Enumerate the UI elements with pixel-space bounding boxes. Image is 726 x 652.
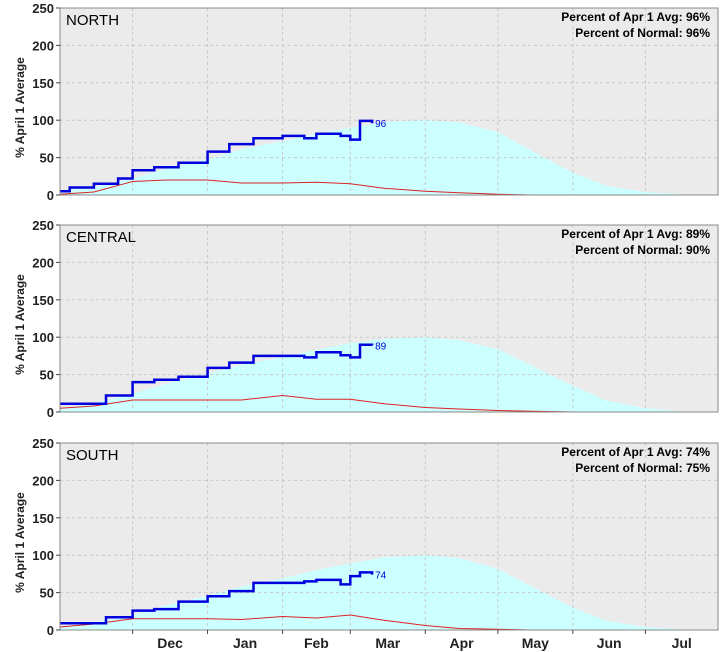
normal-area bbox=[60, 120, 718, 195]
x-tick-label: May bbox=[522, 635, 549, 651]
x-tick-label: Feb bbox=[304, 635, 329, 651]
stat-text: Percent of Normal: 96% bbox=[575, 26, 710, 40]
panel-south: 74 0 50 100 150 200 250 % April 1 Average SOUTH P… bbox=[13, 436, 719, 638]
y-tick-label: 250 bbox=[32, 1, 54, 16]
y-tick-label: 100 bbox=[32, 548, 54, 563]
stat-text: Percent of Apr 1 Avg: 74% bbox=[561, 445, 710, 459]
normal-area bbox=[60, 337, 718, 412]
y-tick-label: 0 bbox=[47, 623, 54, 638]
current-line bbox=[60, 119, 374, 193]
current-end-label: 74 bbox=[375, 571, 387, 582]
y-tick-label: 50 bbox=[40, 368, 54, 383]
x-tick-label: Dec bbox=[157, 635, 183, 651]
y-tick-label: 200 bbox=[32, 255, 54, 270]
y-tick-label: 200 bbox=[32, 38, 54, 53]
plot-frame bbox=[59, 224, 719, 413]
y-tick-label: 150 bbox=[32, 293, 54, 308]
panel-north: 96 0 50 100 150 200 250 % April 1 Average NORTH P… bbox=[13, 1, 719, 203]
low-line bbox=[59, 394, 718, 413]
stat-text: Percent of Apr 1 Avg: 89% bbox=[561, 227, 710, 241]
grid-lines bbox=[60, 443, 718, 630]
stat-text: Percent of Normal: 90% bbox=[575, 243, 710, 257]
grid-lines bbox=[60, 225, 718, 412]
y-tick-label: 150 bbox=[32, 76, 54, 91]
normal-area bbox=[60, 555, 718, 630]
y-tick-label: 100 bbox=[32, 330, 54, 345]
y-axis-label: % April 1 Average bbox=[13, 274, 27, 375]
y-tick-label: 100 bbox=[32, 113, 54, 128]
region-title: NORTH bbox=[66, 12, 119, 29]
current-end-label: 96 bbox=[375, 119, 387, 130]
y-tick-label: 0 bbox=[47, 405, 54, 420]
plot-frame bbox=[59, 7, 719, 196]
y-tick-label: 250 bbox=[32, 436, 54, 451]
y-tick-label: 50 bbox=[40, 151, 54, 166]
plot-frame bbox=[59, 442, 719, 631]
y-tick-label: 200 bbox=[32, 473, 54, 488]
x-tick-label: Apr bbox=[450, 635, 475, 651]
y-tick-label: 150 bbox=[32, 511, 54, 526]
x-tick-label: Mar bbox=[375, 635, 400, 651]
panel-central: 89 0 50 100 150 200 250 % April 1 Average CENTRA… bbox=[13, 218, 719, 420]
grid-lines bbox=[60, 8, 718, 195]
region-title: CENTRAL bbox=[66, 229, 136, 246]
region-title: SOUTH bbox=[66, 447, 119, 464]
y-tick-label: 250 bbox=[32, 218, 54, 233]
current-line bbox=[60, 571, 374, 625]
current-end-label: 89 bbox=[375, 341, 387, 352]
x-tick-label: Jul bbox=[672, 635, 692, 651]
y-tick-label: 0 bbox=[47, 188, 54, 203]
current-line bbox=[60, 343, 374, 406]
x-tick-label: Jan bbox=[233, 635, 257, 651]
y-axis-label: % April 1 Average bbox=[13, 492, 27, 593]
y-tick-label: 50 bbox=[40, 586, 54, 601]
stat-text: Percent of Apr 1 Avg: 96% bbox=[561, 10, 710, 24]
y-axis-label: % April 1 Average bbox=[13, 57, 27, 158]
stat-text: Percent of Normal: 75% bbox=[575, 461, 710, 475]
x-tick-label: Jun bbox=[597, 635, 622, 651]
